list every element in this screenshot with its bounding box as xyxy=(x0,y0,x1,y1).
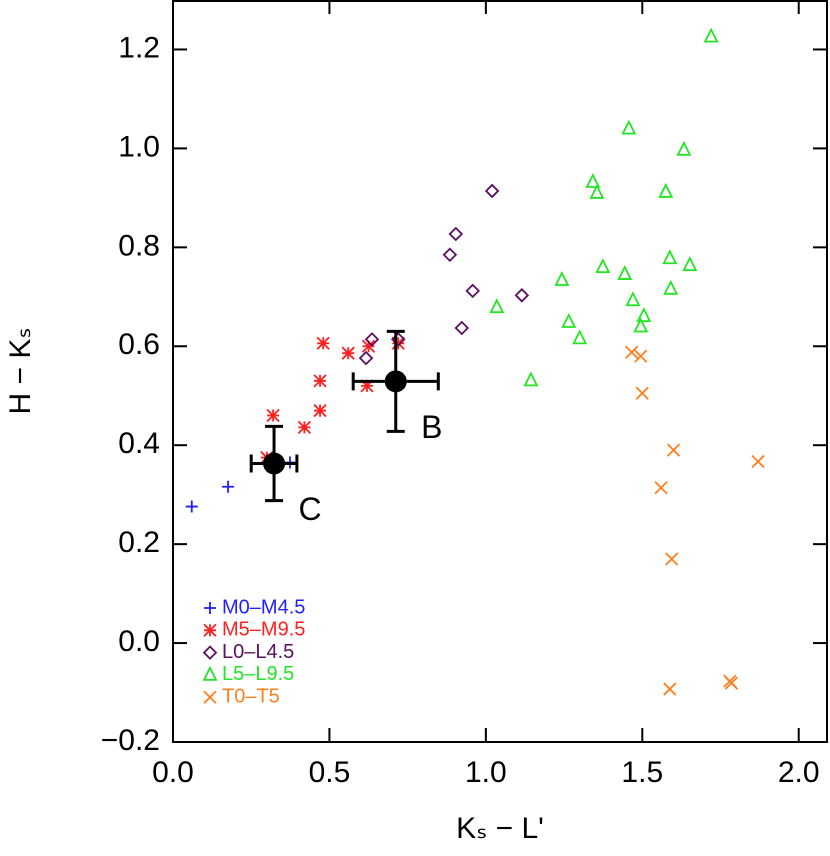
y-tick-label: 0.6 xyxy=(118,328,160,361)
marker xyxy=(316,336,330,350)
marker xyxy=(341,346,355,360)
annotation-label: C xyxy=(298,491,321,527)
marker xyxy=(391,336,405,350)
y-tick-label: 0.8 xyxy=(118,229,160,262)
marker xyxy=(185,500,198,513)
marker xyxy=(313,403,327,418)
legend-marker xyxy=(204,602,216,614)
marker xyxy=(561,313,577,328)
marker xyxy=(484,183,500,199)
annotation-label: B xyxy=(421,409,442,445)
marker xyxy=(658,182,674,198)
marker xyxy=(554,270,570,286)
marker xyxy=(360,379,374,393)
marker xyxy=(266,408,280,423)
marker xyxy=(297,420,312,435)
target-point xyxy=(384,370,407,393)
legend-marker xyxy=(203,690,217,704)
marker xyxy=(222,480,235,493)
x-tick-label: 2.0 xyxy=(778,756,820,789)
marker xyxy=(621,119,637,135)
x-tick-label: 1.5 xyxy=(621,756,663,789)
x-axis-label: Kₛ − L' xyxy=(456,812,544,845)
y-tick-label: 1.0 xyxy=(118,130,160,163)
marker xyxy=(703,27,719,43)
marker xyxy=(361,339,376,353)
marker xyxy=(313,374,327,388)
marker xyxy=(489,298,505,314)
y-tick-label: 1.2 xyxy=(118,31,160,64)
marker xyxy=(633,317,649,333)
marker xyxy=(676,140,692,156)
marker xyxy=(448,226,464,242)
marker xyxy=(585,173,601,188)
legend-label: L0–L4.5 xyxy=(222,641,294,663)
legend-label: T0–T5 xyxy=(222,685,280,707)
marker xyxy=(751,454,765,469)
y-tick-label: 0.0 xyxy=(118,625,160,658)
marker xyxy=(465,283,480,299)
marker xyxy=(634,349,648,363)
marker xyxy=(514,288,530,303)
x-tick-label: 0.5 xyxy=(309,756,351,789)
marker xyxy=(654,481,668,495)
target-point xyxy=(263,452,286,475)
marker xyxy=(358,350,374,366)
plot-frame xyxy=(172,0,828,743)
marker xyxy=(635,386,649,400)
x-tick-label: 0.0 xyxy=(152,756,194,789)
marker xyxy=(625,345,639,359)
legend-label: M0–M4.5 xyxy=(222,596,305,618)
y-tick-label: −0.2 xyxy=(101,724,160,757)
marker xyxy=(663,682,677,696)
marker xyxy=(617,265,633,280)
marker xyxy=(636,307,652,322)
marker xyxy=(666,443,681,457)
marker xyxy=(662,249,678,265)
legend-label: M5–M9.5 xyxy=(222,619,305,641)
marker xyxy=(454,320,470,336)
x-tick-label: 1.0 xyxy=(465,756,507,789)
marker xyxy=(625,291,641,307)
legend-marker xyxy=(202,665,218,681)
marker xyxy=(595,258,611,274)
y-tick-label: 0.4 xyxy=(118,427,160,460)
legend-marker xyxy=(202,645,218,660)
marker xyxy=(364,332,380,347)
marker xyxy=(663,279,679,295)
legend-label: L5–L9.5 xyxy=(222,663,294,685)
marker xyxy=(589,183,605,199)
marker xyxy=(682,256,698,272)
marker xyxy=(665,552,679,566)
y-tick-label: 0.2 xyxy=(118,526,160,559)
marker xyxy=(572,329,588,345)
y-axis-label: H − Kₛ xyxy=(4,327,37,414)
marker xyxy=(442,247,458,263)
marker xyxy=(523,371,539,387)
legend-marker xyxy=(203,623,217,637)
marker xyxy=(724,676,739,690)
